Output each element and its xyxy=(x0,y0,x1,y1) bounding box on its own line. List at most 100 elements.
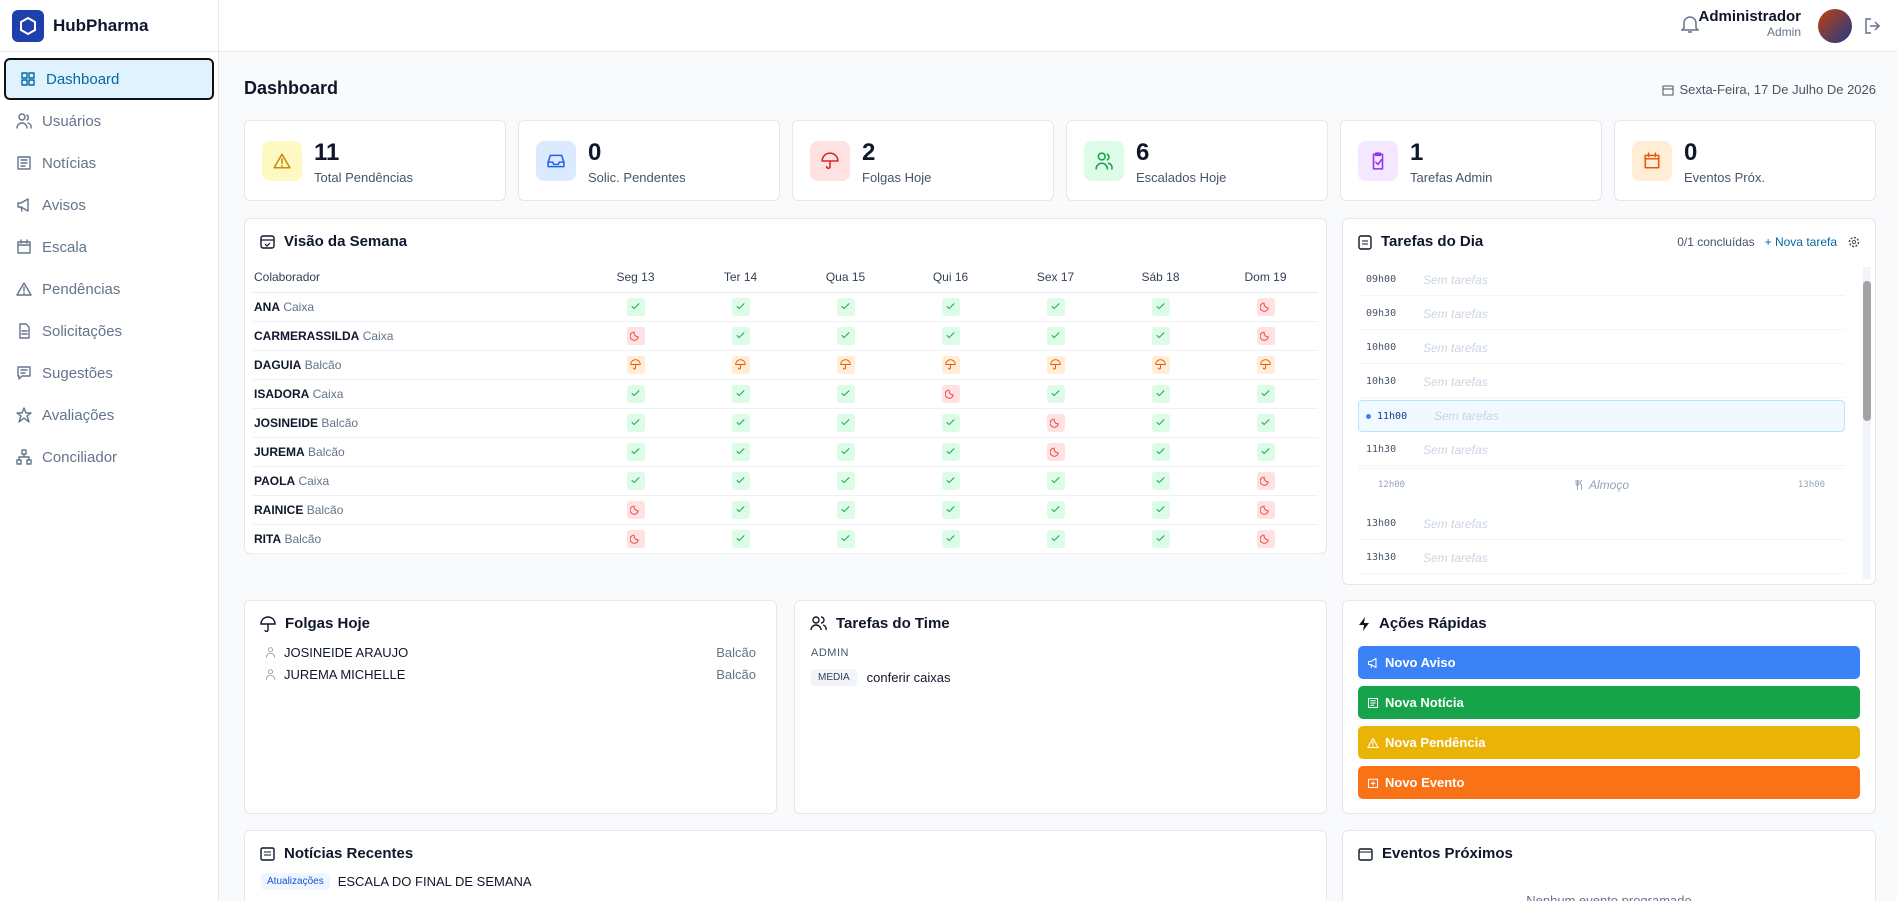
time-slot[interactable]: 10h00 Sem tarefas xyxy=(1358,332,1845,364)
day-header: Qua 15 xyxy=(793,263,898,293)
icon xyxy=(1260,534,1269,544)
time-slot[interactable]: 11h30 Sem tarefas xyxy=(1358,434,1845,466)
lunch-label: Almoço xyxy=(1588,477,1629,492)
calendar-icon xyxy=(1662,85,1674,95)
avatar[interactable] xyxy=(1818,9,1852,43)
employee-role: Balcão xyxy=(284,531,322,546)
scroll-thumb[interactable] xyxy=(1863,281,1871,421)
action-button[interactable]: Novo Aviso xyxy=(1358,646,1860,679)
nav-item[interactable]: Avisos xyxy=(4,184,214,226)
icon xyxy=(1358,234,1372,250)
day-cell xyxy=(688,292,793,322)
team-group: ADMIN xyxy=(811,647,849,659)
logout[interactable] xyxy=(1863,16,1883,36)
status-off xyxy=(1046,413,1065,432)
day-cell xyxy=(1213,292,1318,322)
day-cell xyxy=(1213,321,1318,351)
time-slot[interactable]: 10h30 Sem tarefas xyxy=(1358,366,1845,398)
scrollbar[interactable] xyxy=(1863,267,1871,579)
slot-text: Sem tarefas xyxy=(1423,442,1488,457)
card-title: Notícias Recentes xyxy=(284,845,414,862)
status-working xyxy=(626,442,645,461)
nav-item[interactable]: Conciliador xyxy=(4,436,214,478)
stat-value: 11 xyxy=(314,139,340,166)
icon xyxy=(1155,359,1166,370)
nav-item[interactable]: Solicitações xyxy=(4,310,214,352)
stat-value: 0 xyxy=(1684,139,1698,166)
events-empty: Nenhum evento programado xyxy=(1526,893,1692,901)
nav-item[interactable]: Sugestões xyxy=(4,352,214,394)
page-title: Dashboard xyxy=(244,78,339,98)
day-cell xyxy=(1108,466,1213,496)
stat-card: 2 Folgas Hoje xyxy=(792,120,1054,201)
employee-role: Balcão xyxy=(306,502,344,517)
user[interactable]: Administrador Admin xyxy=(1698,8,1801,39)
nav-label: Pendências xyxy=(42,280,121,298)
nav-item[interactable]: Escala xyxy=(4,226,214,268)
icon xyxy=(736,390,745,397)
action-button[interactable]: Nova Pendência xyxy=(1358,726,1860,759)
time-slot[interactable]: 11h00 Sem tarefas xyxy=(1358,400,1845,432)
nav-item[interactable]: Avaliações xyxy=(4,394,214,436)
status-working xyxy=(1256,384,1275,403)
nav-item[interactable]: Usuários xyxy=(4,100,214,142)
icon xyxy=(631,477,640,484)
column-header: Colaborador xyxy=(253,263,583,293)
icon xyxy=(1260,359,1271,370)
icon xyxy=(630,505,639,515)
folga-role: Balcão xyxy=(716,667,756,682)
time-slot[interactable]: 09h00 Sem tarefas xyxy=(1358,264,1845,296)
status-off xyxy=(626,500,645,519)
day-cell xyxy=(688,379,793,409)
icon xyxy=(946,419,955,426)
nav-item[interactable]: Pendências xyxy=(4,268,214,310)
day-cell xyxy=(1003,379,1108,409)
week-row: RITA Balcão xyxy=(253,524,1318,554)
settings[interactable] xyxy=(1847,235,1861,249)
news-item[interactable]: Atualizações ESCALA DO FINAL DE SEMANA xyxy=(261,873,532,890)
action-button[interactable]: Nova Notícia xyxy=(1358,686,1860,719)
slot-text: Sem tarefas xyxy=(1423,340,1488,355)
day-cell xyxy=(1003,321,1108,351)
status-vacation xyxy=(1046,355,1065,374)
week-row: DAGUIA Balcão xyxy=(253,350,1318,380)
employee-name: RITA xyxy=(254,531,282,546)
status-working xyxy=(836,326,855,345)
lunch-start: 12h00 xyxy=(1378,479,1406,490)
day-cell xyxy=(1108,350,1213,380)
icon xyxy=(736,448,745,455)
action-button[interactable]: Novo Evento xyxy=(1358,766,1860,799)
nav-item[interactable]: Dashboard xyxy=(4,58,214,100)
stat-label: Solic. Pendentes xyxy=(588,170,686,185)
icon xyxy=(16,407,32,423)
card-header: Visão da Semana xyxy=(260,233,407,250)
employee-role: Caixa xyxy=(283,299,315,314)
time-slot[interactable]: 13h00 Sem tarefas xyxy=(1358,508,1845,540)
week-row: JOSINEIDE Balcão xyxy=(253,408,1318,438)
icon xyxy=(736,506,745,513)
day-cell xyxy=(793,408,898,438)
slot-text: Sem tarefas xyxy=(1423,550,1488,565)
icon xyxy=(821,152,839,170)
new-task[interactable]: + Nova tarefa xyxy=(1764,235,1837,249)
status-working xyxy=(1151,413,1170,432)
week-card: Visão da Semana Colaborador Seg 13 Ter 14 Q… xyxy=(244,218,1327,554)
time-slot[interactable]: 13h30 Sem tarefas xyxy=(1358,542,1845,574)
icon xyxy=(736,303,745,310)
notifications[interactable] xyxy=(1681,14,1699,34)
time-slot[interactable]: 09h30 Sem tarefas xyxy=(1358,298,1845,330)
status-working xyxy=(731,384,750,403)
card-title: Tarefas do Time xyxy=(836,615,950,632)
nav-label: Avisos xyxy=(42,196,86,214)
icon xyxy=(1156,303,1165,310)
card-header: Eventos Próximos xyxy=(1358,845,1513,862)
icon xyxy=(946,477,955,484)
icon xyxy=(631,448,640,455)
status-working xyxy=(941,413,960,432)
card-title: Ações Rápidas xyxy=(1379,615,1487,632)
slot-text: Sem tarefas xyxy=(1423,272,1488,287)
day-cell xyxy=(898,466,1003,496)
nav-item[interactable]: Notícias xyxy=(4,142,214,184)
stat-card: 11 Total Pendências xyxy=(244,120,506,201)
day-header: Sáb 18 xyxy=(1108,263,1213,293)
